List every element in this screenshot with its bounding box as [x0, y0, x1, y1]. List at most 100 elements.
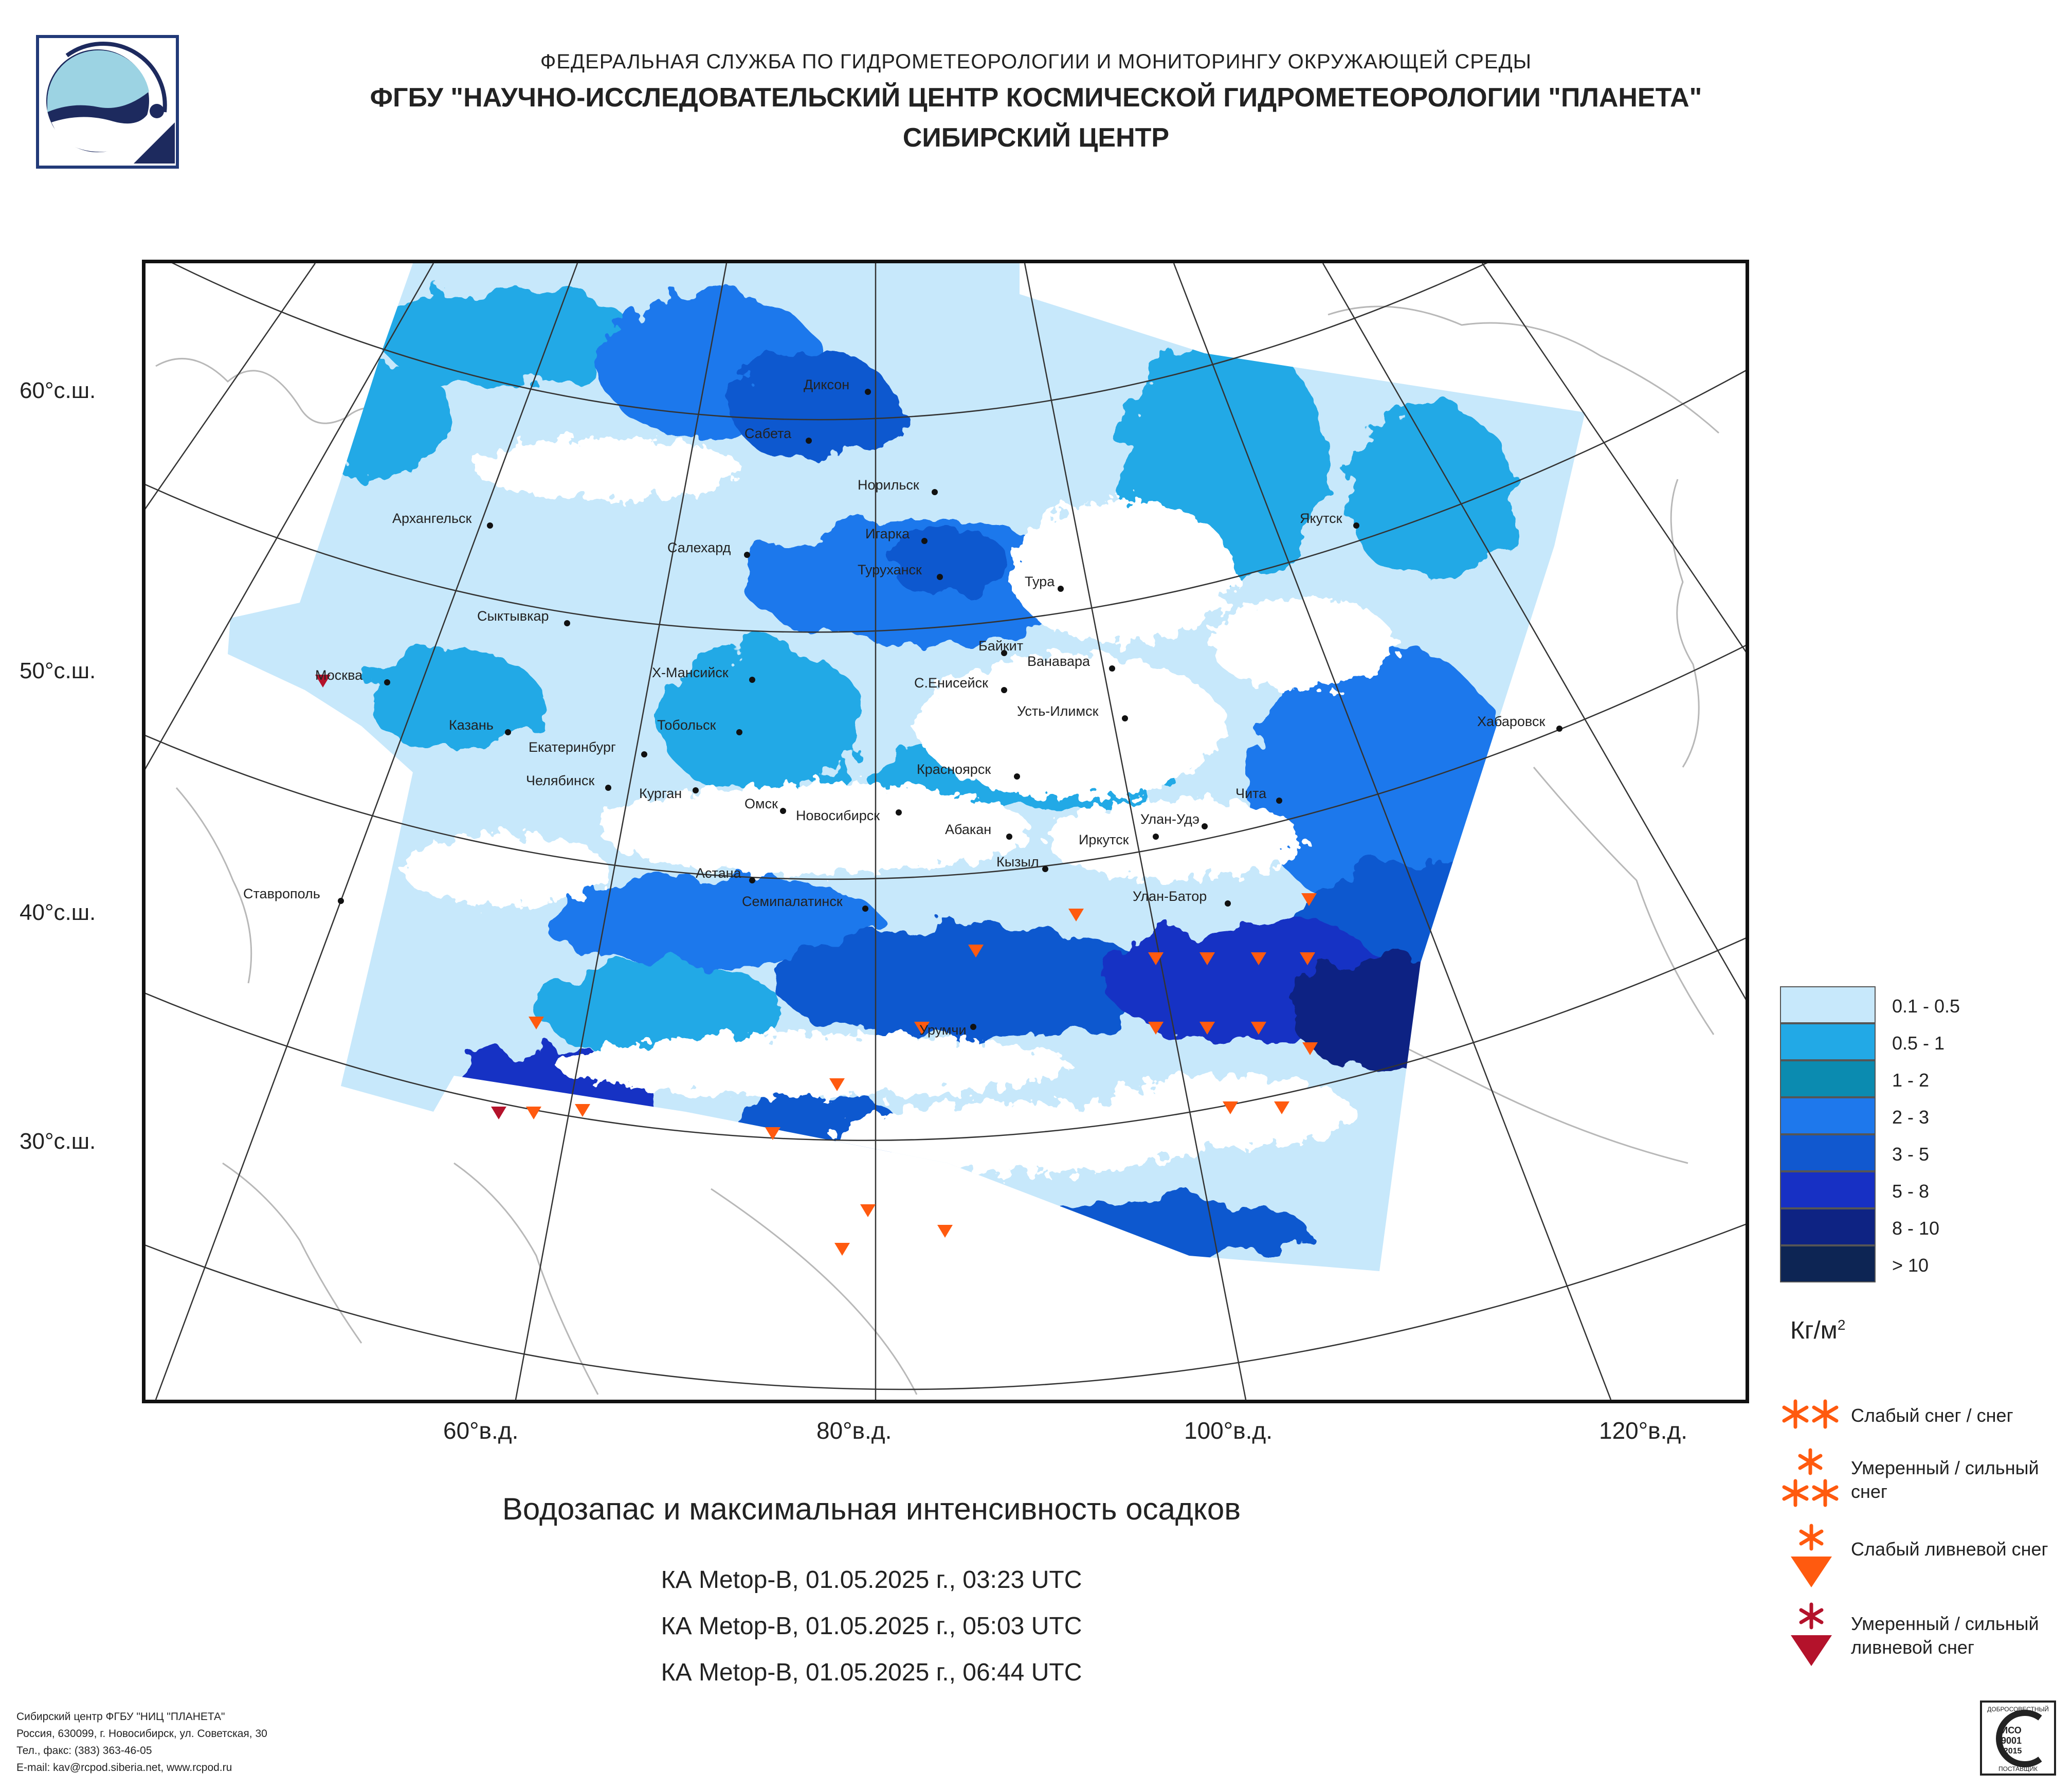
- legend-swatch: [1780, 1134, 1876, 1171]
- legend-swatch: [1780, 986, 1876, 1023]
- legend-label: 0.5 - 1: [1892, 1033, 1945, 1054]
- city-label: Урумчи: [919, 1022, 967, 1038]
- legend-swatch: [1780, 1208, 1876, 1245]
- city-label: Улан-Батор: [1133, 889, 1207, 904]
- symbol-label: Умеренный / сильный снег: [1851, 1456, 2039, 1504]
- city-label: Архангельск: [392, 511, 472, 526]
- symbol-label: Умеренный / сильный ливневой снег: [1851, 1612, 2039, 1659]
- precipitation-map: Диксон Сабета Норильск Архангельск Салех…: [142, 260, 1749, 1403]
- city-label: Семипалатинск: [742, 894, 843, 909]
- city-label: Сыктывкар: [477, 608, 549, 624]
- city-label: Норильск: [858, 477, 919, 493]
- legend-label: 0.1 - 0.5: [1892, 996, 1960, 1017]
- legend-units: Кг/м2: [1790, 1316, 1845, 1345]
- city-label: Астана: [696, 865, 741, 881]
- legend-label: > 10: [1892, 1255, 1929, 1276]
- city-label: Якутск: [1300, 511, 1342, 526]
- symbol-label: Слабый ливневой снег: [1851, 1539, 2048, 1560]
- lon-label-80: 80°в.д.: [816, 1417, 892, 1444]
- lat-label-60: 60°с.ш.: [20, 378, 96, 403]
- satellite-pass: КА Metop-B, 01.05.2025 г., 06:44 UTC: [661, 1659, 1082, 1686]
- footer-line: E-mail: kav@rcpod.siberia.net, www.rcpod…: [16, 1762, 232, 1774]
- city-label: Кызыл: [996, 854, 1039, 870]
- city-label: Салехард: [667, 540, 731, 555]
- legend-label: 2 - 3: [1892, 1107, 1930, 1128]
- lat-label-40: 40°с.ш.: [20, 900, 96, 925]
- legend-label: 8 - 10: [1892, 1218, 1940, 1239]
- map-canvas: Диксон Сабета Норильск Архангельск Салех…: [146, 263, 1746, 1400]
- lon-label-100: 100°в.д.: [1184, 1417, 1273, 1444]
- city-label: Омск: [744, 796, 778, 811]
- symbol-label: Слабый снег / снег: [1851, 1405, 2013, 1426]
- footer-line: Тел., факс: (383) 363-46-05: [16, 1745, 152, 1757]
- city-label: Ванавара: [1027, 654, 1090, 669]
- units-superscript: 2: [1837, 1317, 1846, 1333]
- iso-badge-bottom: ПОСТАВЩИК: [1998, 1765, 2038, 1772]
- legend-swatch: [1780, 1097, 1876, 1134]
- iso-badge: ДОБРОСОВЕСТНЫЙ ИСО 9001 -2015 ПОСТАВЩИК: [1980, 1700, 2056, 1776]
- city-label: Чита: [1235, 786, 1267, 801]
- legend-swatch: [1780, 1245, 1876, 1282]
- moderate-snow-symbol: [1782, 1448, 1839, 1507]
- light-shower-snow-symbol: [1791, 1524, 1832, 1587]
- city-label: Тобольск: [657, 717, 716, 733]
- iso-badge-line2: 9001: [2001, 1735, 2022, 1746]
- city-labels: Диксон Сабета Норильск Архангельск Салех…: [243, 377, 1545, 1038]
- footer-line: Россия, 630099, г. Новосибирск, ул. Сове…: [16, 1728, 267, 1740]
- lon-label-60: 60°в.д.: [443, 1417, 519, 1444]
- city-label: Абакан: [945, 822, 991, 837]
- light-snow-symbol: [1782, 1399, 1839, 1429]
- iso-badge-line1: ИСО: [2001, 1725, 2022, 1735]
- symbol-label-line: Умеренный / сильный: [1851, 1613, 2039, 1634]
- planeta-logo: [36, 35, 179, 169]
- city-label: С.Енисейск: [914, 675, 988, 691]
- coastlines: [155, 305, 1720, 1395]
- city-label: Диксон: [804, 377, 849, 392]
- city-label: Новосибирск: [796, 808, 880, 823]
- symbol-label-line: Умеренный / сильный: [1851, 1457, 2039, 1478]
- footer-contacts: Сибирский центр ФГБУ "НИЦ "ПЛАНЕТА" Росс…: [16, 1708, 267, 1776]
- legend-swatch: [1780, 1023, 1876, 1060]
- city-label: Туруханск: [858, 562, 922, 577]
- iso-badge-top: ДОБРОСОВЕСТНЫЙ: [1987, 1705, 2049, 1713]
- satellite-pass: КА Metop-B, 01.05.2025 г., 03:23 UTC: [661, 1566, 1082, 1594]
- city-label: Москва: [315, 667, 363, 683]
- city-label: Иркутск: [1079, 832, 1129, 847]
- symbol-label-line: ливневой снег: [1851, 1637, 1975, 1658]
- city-label: Челябинск: [526, 773, 594, 788]
- symbol-label-line: снег: [1851, 1481, 1888, 1502]
- legend-swatch: [1780, 1060, 1876, 1097]
- map-title: Водозапас и максимальная интенсивность о…: [502, 1492, 1241, 1526]
- city-label: Хабаровск: [1477, 714, 1545, 729]
- iso-badge-line3: -2015: [2001, 1747, 2022, 1756]
- legend-label: 3 - 5: [1892, 1144, 1930, 1165]
- legend-swatch: [1780, 1171, 1876, 1208]
- legend-label: 5 - 8: [1892, 1181, 1930, 1202]
- agency-line: ФЕДЕРАЛЬНАЯ СЛУЖБА ПО ГИДРОМЕТЕОРОЛОГИИ …: [540, 50, 1532, 73]
- branch-name: СИБИРСКИЙ ЦЕНТР: [902, 123, 1170, 153]
- center-name: ФГБУ "НАУЧНО-ИССЛЕДОВАТЕЛЬСКИЙ ЦЕНТР КОС…: [370, 83, 1702, 113]
- city-label: Тура: [1025, 574, 1055, 589]
- satellite-pass: КА Metop-B, 01.05.2025 г., 05:03 UTC: [661, 1613, 1082, 1640]
- city-label: Х-Мансийск: [652, 665, 729, 680]
- city-label: Улан-Удэ: [1140, 811, 1199, 827]
- city-label: Курган: [639, 786, 682, 801]
- city-label: Игарка: [865, 526, 910, 541]
- lon-label-120: 120°в.д.: [1599, 1417, 1687, 1444]
- city-label: Казань: [449, 717, 494, 733]
- units-text: Кг/м: [1790, 1317, 1838, 1344]
- water-content-field: [228, 263, 1585, 1271]
- graticule: [146, 263, 1746, 1400]
- lat-label-30: 30°с.ш.: [20, 1129, 96, 1154]
- city-label: Ставрополь: [243, 886, 320, 901]
- city-dots: [338, 389, 1562, 1030]
- legend-label: 1 - 2: [1892, 1070, 1930, 1091]
- footer-line: Сибирский центр ФГБУ "НИЦ "ПЛАНЕТА": [16, 1711, 225, 1723]
- city-label: Сабета: [744, 426, 792, 441]
- precip-symbols: [315, 675, 1318, 1256]
- city-label: Байкит: [978, 638, 1023, 654]
- city-label: Екатеринбург: [529, 739, 616, 755]
- city-label: Усть-Илимск: [1017, 703, 1099, 719]
- city-label: Красноярск: [917, 762, 991, 777]
- lat-label-50: 50°с.ш.: [20, 658, 96, 683]
